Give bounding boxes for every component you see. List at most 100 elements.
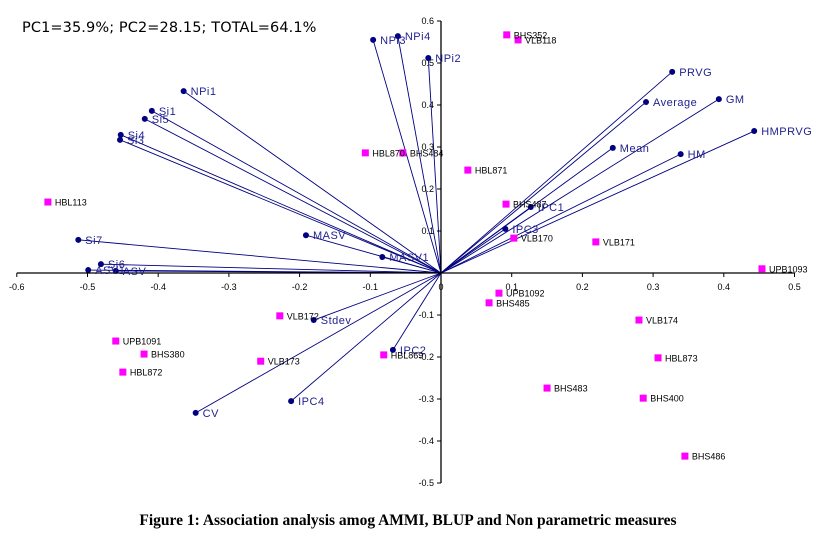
x-tick-label: -0.4 <box>150 282 166 292</box>
vector-label-si4: Si4 <box>128 130 145 142</box>
vector-line-npi4 <box>397 36 442 274</box>
vector-label-masv1: MASV1 <box>389 252 429 264</box>
vector-line-si4 <box>120 134 442 274</box>
genotype-label-hbl869: HBL869 <box>391 350 424 360</box>
genotype-point-bhs486 <box>681 452 689 460</box>
genotype-point-vlb171 <box>592 238 600 246</box>
x-tick-label: -0.5 <box>80 282 96 292</box>
vector-line-hm <box>440 153 681 274</box>
genotype-label-bhs485: BHS485 <box>496 298 530 308</box>
genotype-label-vlb173: VLB173 <box>268 357 300 367</box>
vector-label-ipc1: IPC1 <box>538 202 564 214</box>
vector-label-gm: GM <box>726 94 745 106</box>
vector-point-npi2 <box>425 54 432 61</box>
vector-label-si5: Si5 <box>152 114 169 126</box>
genotype-point-vlb174 <box>635 316 643 324</box>
vector-line-si1 <box>151 110 442 274</box>
vectors-layer <box>75 33 758 416</box>
y-tick-label: 0.1 <box>421 226 434 236</box>
genotype-point-hbl870 <box>361 149 369 157</box>
vector-line-npi2 <box>427 57 442 274</box>
x-tick-label: 0 <box>438 282 443 292</box>
genotype-label-upb1092: UPB1092 <box>506 289 545 299</box>
vector-point-masv1 <box>379 254 386 261</box>
vector-label-asv: ASV <box>123 266 147 278</box>
genotype-label-hbl870: HBL870 <box>372 148 405 158</box>
y-tick-label: -0.1 <box>418 310 434 320</box>
vector-point-ipc1 <box>527 204 534 211</box>
vector-line-masv1 <box>382 256 442 274</box>
genotype-point-hbl869 <box>380 351 388 359</box>
genotype-point-hbl113 <box>44 198 52 206</box>
genotype-label-bhs400: BHS400 <box>650 394 684 404</box>
vector-point-hm <box>677 151 684 158</box>
vector-point-hmprvg <box>751 128 758 135</box>
y-tick-label: 0.3 <box>421 142 434 152</box>
axes-layer: -0.6 -0.5 -0.4 -0.3 -0.2 -0.1 0 0.1 0.2 0.3 0.4 0.5… <box>9 16 801 488</box>
vector-label-masv: MASV <box>313 230 346 242</box>
genotype-point-vlb170 <box>510 234 518 242</box>
vector-line-si3 <box>119 139 442 274</box>
genotype-point-bhs400 <box>639 394 647 402</box>
vector-label-ipc4: IPC4 <box>298 396 324 408</box>
vector-point-si4 <box>117 131 124 138</box>
x-tick-label: 0.4 <box>718 282 731 292</box>
x-tick-label: 0.2 <box>576 282 589 292</box>
genotype-point-vlb173 <box>257 357 265 365</box>
x-tick-label: -0.6 <box>9 282 25 292</box>
vector-line-npi1 <box>183 90 442 274</box>
y-tick-label: 0.6 <box>421 16 434 26</box>
vector-line-si6 <box>100 263 442 274</box>
vector-line-si5 <box>144 118 442 274</box>
figure-caption: Figure 1: Association analysis amog AMMI… <box>139 512 677 529</box>
vector-point-npi1 <box>180 88 187 95</box>
genotype-label-hbl873: HBL873 <box>665 353 698 363</box>
genotype-label-vlb171: VLB171 <box>603 237 635 247</box>
y-tick-label: 0.2 <box>421 184 434 194</box>
vector-label-prvg: PRVG <box>679 67 712 79</box>
genotype-point-upb1091 <box>112 337 120 345</box>
genotype-point-bhs352 <box>503 31 511 39</box>
genotype-label-upb1091: UPB1091 <box>123 337 162 347</box>
vector-point-prvg <box>669 68 676 75</box>
genotype-label-bhs380: BHS380 <box>151 350 185 360</box>
vector-label-hm: HM <box>688 149 706 161</box>
x-tick-label: 0.1 <box>505 282 518 292</box>
y-tick-label: 0.4 <box>421 100 434 110</box>
vector-label-si6: Si6 <box>108 259 125 271</box>
x-tick-label: 0.5 <box>788 282 801 292</box>
vector-point-stdev <box>310 317 317 324</box>
genotype-point-vlb118 <box>514 36 522 44</box>
vector-point-mean <box>609 144 616 151</box>
genotype-label-bhs483: BHS483 <box>554 384 588 394</box>
y-tick-label: 0.5 <box>421 58 434 68</box>
vector-label-npi2: NPi2 <box>435 53 461 65</box>
vector-line-ipc1 <box>440 206 532 274</box>
genotype-point-bhs483 <box>543 384 551 392</box>
vector-point-masv <box>302 232 309 239</box>
y-tick-label: -0.4 <box>418 436 434 446</box>
y-tick-label: -0.2 <box>418 352 434 362</box>
genotype-label-vlb170: VLB170 <box>521 234 553 244</box>
genotype-label-hbl871: HBL871 <box>475 166 508 176</box>
x-tick-label: -0.1 <box>363 282 379 292</box>
genotype-point-hbl873 <box>654 354 662 362</box>
x-tick-label: 0.3 <box>647 282 660 292</box>
vector-label-stdev: Stdev <box>321 315 352 327</box>
vector-line-average <box>440 101 647 274</box>
vector-label-average: Average <box>653 97 697 109</box>
vector-point-si6 <box>97 261 104 268</box>
genotype-point-hbl872 <box>119 368 127 376</box>
genotype-point-vlb172 <box>276 312 284 320</box>
vector-line-npi3 <box>372 39 442 274</box>
vector-label-si3: Si3 <box>127 135 144 147</box>
vector-line-hmprvg <box>440 130 755 274</box>
genotype-label-bhs352: BHS352 <box>514 30 548 40</box>
vector-line-ipc4 <box>290 272 442 402</box>
vector-line-cv <box>195 272 442 414</box>
genotype-label-vlb172: VLB172 <box>287 311 319 321</box>
vector-line-prvg <box>440 71 673 274</box>
vector-label-ipc3: IPC3 <box>512 224 538 236</box>
genotypes-layer <box>44 31 766 460</box>
